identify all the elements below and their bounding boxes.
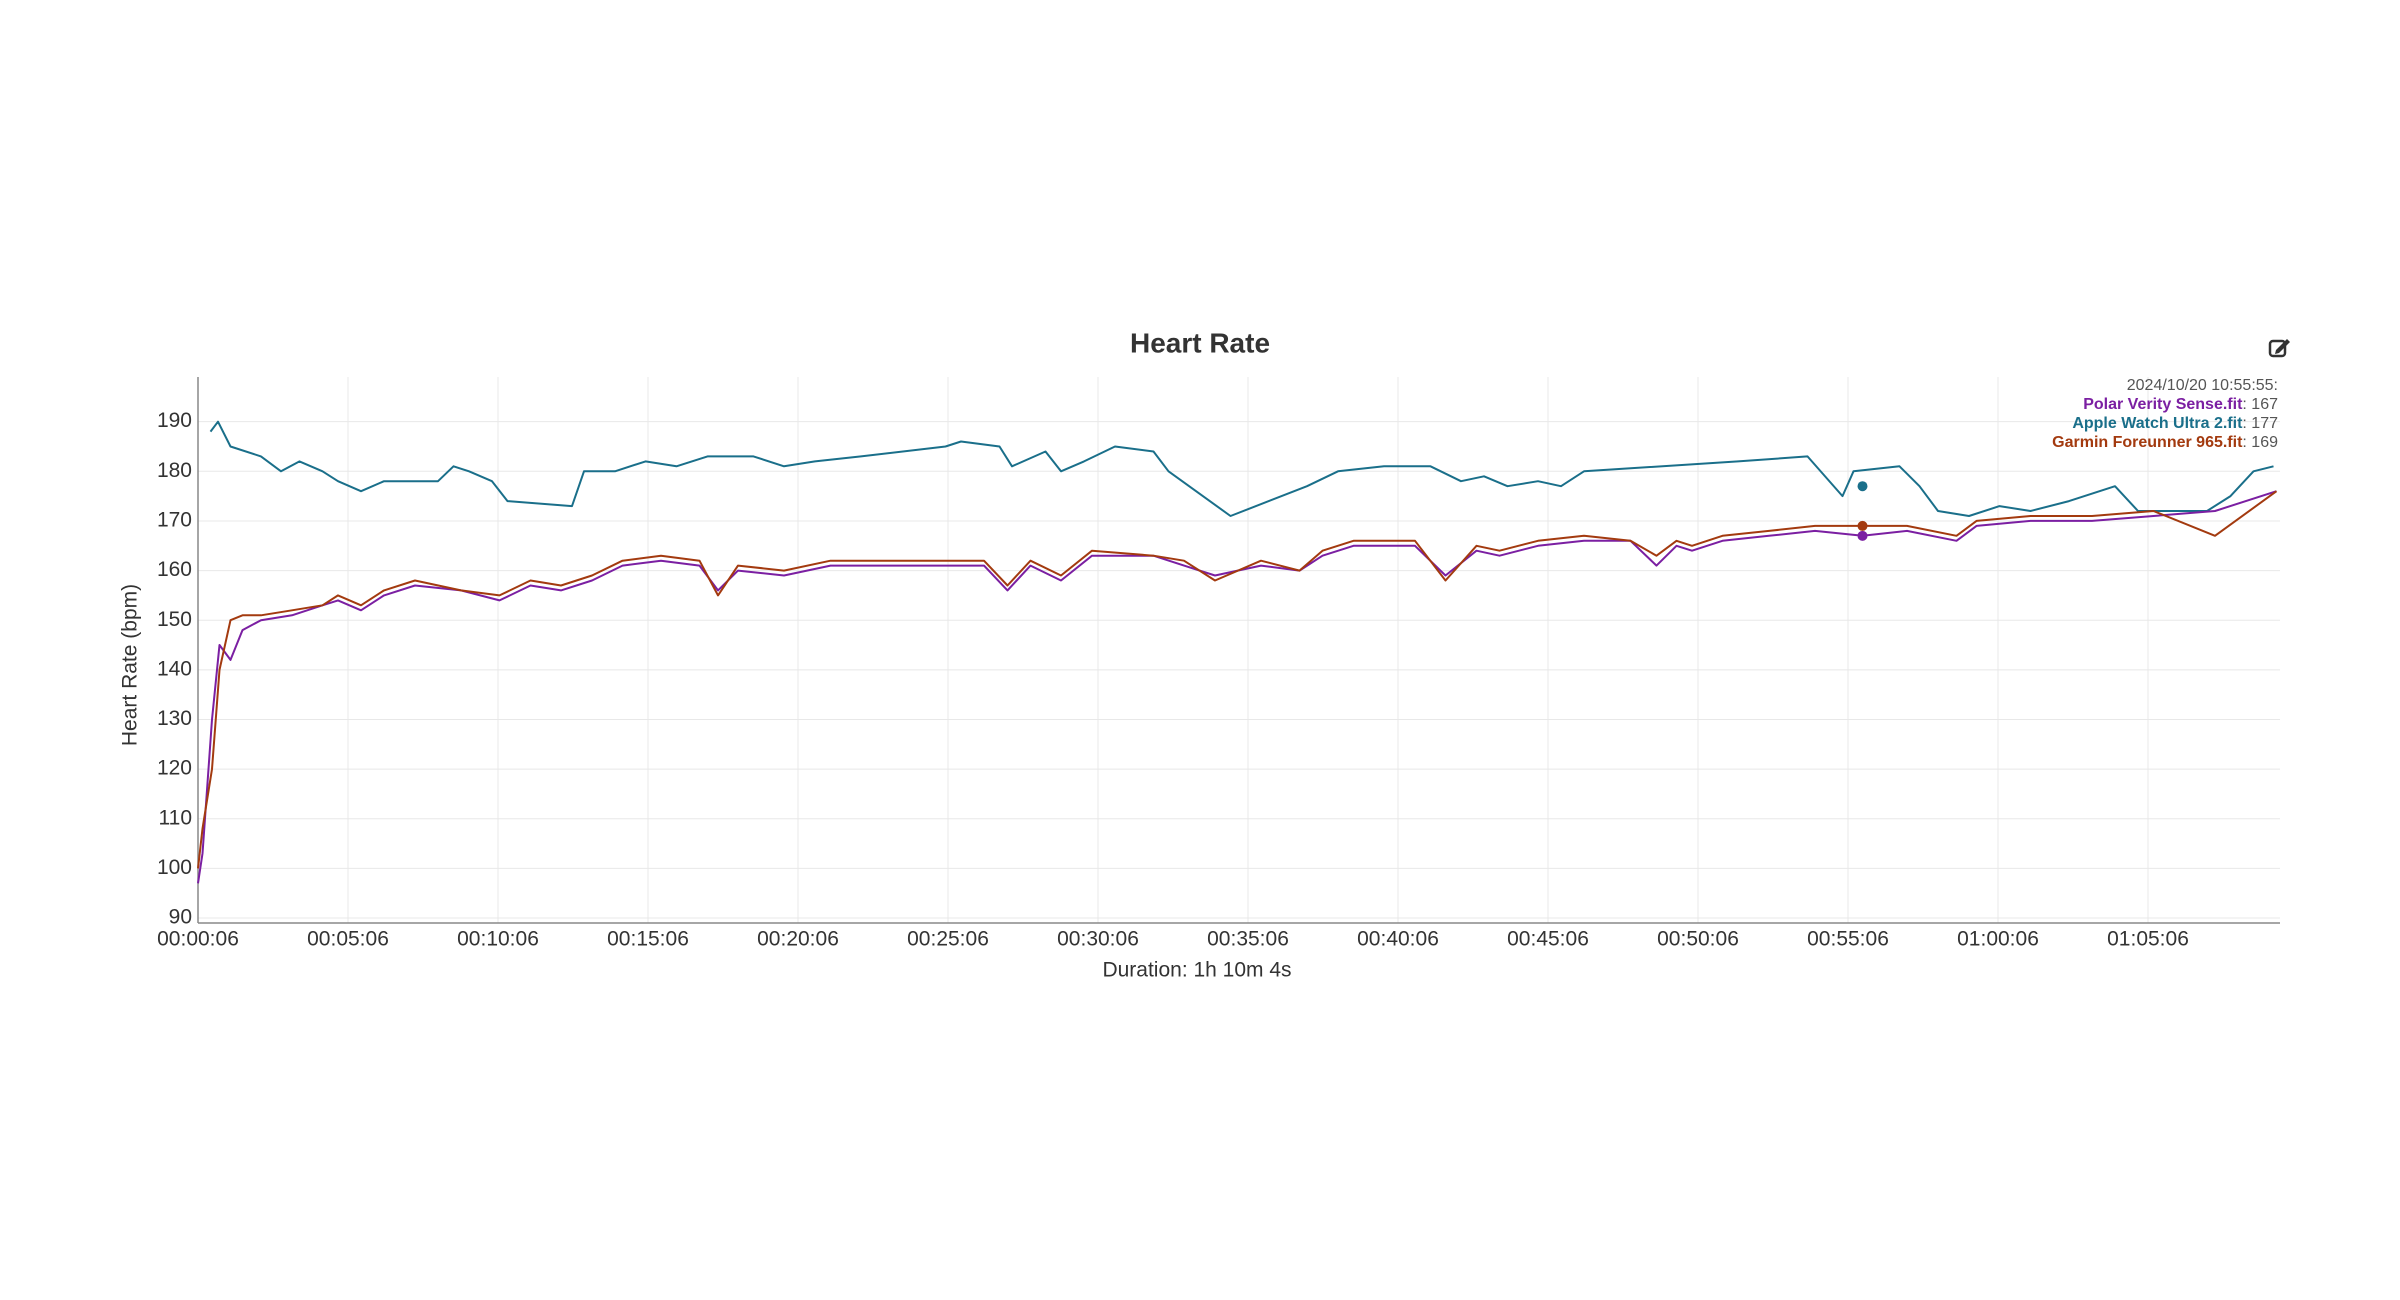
series-line	[197, 490, 2278, 869]
x-tick-label: 00:45:06	[1507, 928, 1589, 951]
hover-marker	[1857, 481, 1868, 492]
tooltip-entry: Polar Verity Sense.fit: 167	[2083, 396, 2278, 413]
y-tick-label: 180	[157, 459, 192, 482]
tooltip-separator: :	[2242, 415, 2251, 432]
tooltip-value: 169	[2251, 434, 2278, 451]
y-tick-label: 100	[157, 856, 192, 879]
x-tick-label: 00:15:06	[607, 928, 689, 951]
x-tick-label: 01:05:06	[2107, 928, 2189, 951]
y-tick-label: 160	[157, 558, 192, 581]
tooltip-value: 177	[2251, 415, 2278, 432]
chart-title: Heart Rate	[1130, 327, 1270, 358]
tooltip-entry: Apple Watch Ultra 2.fit: 177	[2072, 415, 2278, 432]
x-tick-label: 00:50:06	[1657, 928, 1739, 951]
y-tick-label: 90	[169, 906, 192, 929]
hover-marker	[1857, 520, 1868, 531]
tooltip-entry: Garmin Foreunner 965.fit: 169	[2052, 434, 2278, 451]
x-axis-label: Duration: 1h 10m 4s	[1102, 959, 1291, 982]
x-tick-label: 00:55:06	[1807, 928, 1889, 951]
y-tick-label: 130	[157, 707, 192, 730]
series-line	[209, 420, 2274, 517]
x-tick-label: 00:05:06	[307, 928, 389, 951]
y-tick-label: 150	[157, 608, 192, 631]
edit-icon-pen	[2275, 339, 2290, 354]
edit-icon-box	[2268, 339, 2287, 358]
x-tick-label: 00:30:06	[1057, 928, 1139, 951]
x-tick-label: 00:10:06	[457, 928, 539, 951]
x-tick-label: 00:00:06	[157, 928, 239, 951]
x-tick-label: 00:20:06	[757, 928, 839, 951]
hover-marker	[1857, 530, 1868, 541]
y-tick-label: 110	[159, 806, 192, 829]
tooltip-separator: :	[2242, 434, 2251, 451]
y-tick-label: 120	[157, 757, 192, 780]
series-line	[197, 490, 2277, 884]
tooltip-series-name: Garmin Foreunner 965.fit	[2052, 434, 2243, 451]
x-tick-label: 00:25:06	[907, 928, 989, 951]
y-tick-label: 190	[157, 409, 192, 432]
tooltip-label: 2024/10/20 10:55:55:	[2127, 377, 2278, 394]
tooltip-separator: :	[2242, 396, 2251, 413]
y-tick-label: 170	[157, 508, 192, 531]
y-tick-label: 140	[157, 657, 192, 680]
edit-icon[interactable]	[2268, 339, 2290, 358]
tooltip-series-name: Apple Watch Ultra 2.fit	[2072, 415, 2243, 432]
x-tick-label: 01:00:06	[1957, 928, 2039, 951]
y-axis-label: Heart Rate (bpm)	[119, 584, 142, 746]
tooltip-series-name: Polar Verity Sense.fit	[2083, 396, 2243, 413]
x-tick-label: 00:40:06	[1357, 928, 1439, 951]
tooltip-value: 167	[2251, 396, 2278, 413]
x-tick-label: 00:35:06	[1207, 928, 1289, 951]
